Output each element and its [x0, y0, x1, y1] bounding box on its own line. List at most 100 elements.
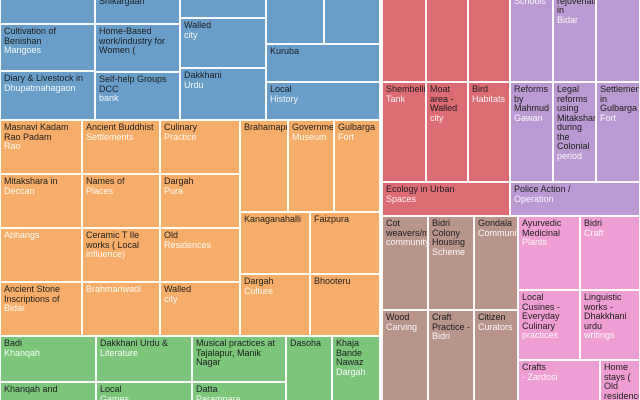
tile-sublabel: Bidar	[4, 303, 26, 313]
treemap-tile: Dargah Pura	[160, 174, 240, 228]
tile-label: Dakkhani	[184, 70, 222, 80]
treemap-tile: Ancient Stone Inscriptions of Bidar	[0, 282, 82, 336]
treemap-tile: Ceramic T Ile works ( Local influence)	[82, 228, 160, 282]
tile-label: Kanaganahalli	[244, 214, 302, 224]
tile-label: Dargah	[244, 276, 274, 286]
treemap-tile: Bhooteru	[310, 274, 380, 336]
treemap-tile	[382, 0, 426, 82]
tile-label: Home stays ( Old residences	[604, 362, 639, 400]
tile-sublabel: city	[164, 293, 178, 304]
tile-label: Datta	[196, 384, 218, 394]
treemap-tile: Shembelli Tank	[382, 82, 426, 182]
treemap-tile: Mitakshara in Deccan	[0, 174, 82, 228]
treemap-tile: Old Residences	[160, 228, 240, 282]
treemap-tile: Self-help Groups DCC bank	[95, 72, 180, 120]
treemap-tile: Khanqah and	[0, 382, 96, 400]
tile-sublabel: Gawan	[514, 112, 543, 123]
treemap-tile: Schemes	[596, 0, 640, 82]
tile-label: Ancient Stone Inscriptions of	[4, 284, 61, 304]
tile-label: lake rejuvenation in	[557, 0, 595, 15]
tile-label: Masnavi Kadam Rao Padam	[4, 122, 69, 142]
tile-sublabel: Deccan	[4, 185, 35, 196]
tile-label: Local Cusines - Everyday Culinary	[522, 292, 561, 331]
treemap-tile: Datta Parampara	[192, 382, 286, 400]
treemap-tile: Kuruba	[266, 44, 380, 82]
tile-sublabel: Dhupatmahagaon	[4, 82, 76, 93]
tile-label: Moat area - Walled	[430, 84, 458, 113]
tile-label: Dakkhani Urdu &	[100, 338, 169, 348]
treemap-tile: Wood Carving	[382, 310, 428, 400]
tile-sublabel: Scheme	[432, 246, 466, 257]
treemap-tile: Khaja Bande Nawaz Dargah	[332, 336, 380, 400]
tile-label: Culinary	[164, 122, 198, 132]
tile-sublabel: Curators	[478, 321, 513, 332]
treemap-tile: Local Games	[96, 382, 192, 400]
tile-sublabel: Khanqah	[4, 347, 41, 358]
treemap-tile: pickers)	[180, 0, 266, 18]
tile-label: Bird	[472, 84, 489, 94]
treemap-tile: Cultivation of Benishan Mangoes	[0, 24, 95, 71]
tile-sublabel: city	[184, 29, 198, 40]
tile-label: Faizpura	[314, 214, 350, 224]
tile-label: Musical practices at Tajalapur, Manik Na…	[196, 338, 276, 367]
tile-label: Reforms by Mahmud	[514, 84, 550, 113]
treemap-tile: known as Shikargaah	[95, 0, 180, 24]
treemap-tile: Bidri Craft	[580, 216, 640, 290]
treemap-tile: GovernmentMuseum	[288, 120, 334, 212]
treemap-tile: for GovtSchools	[510, 0, 553, 82]
tile-sublabel: Plants	[522, 237, 548, 247]
treemap-tile	[468, 0, 510, 82]
tile-label: Dargah	[164, 176, 194, 186]
tile-label: Dasoha	[290, 338, 322, 348]
tile-sublabel: Community	[478, 227, 517, 238]
treemap-tile: Culinary Practice	[160, 120, 240, 174]
treemap-tile: Musical practices at Tajalapur, Manik Na…	[192, 336, 286, 382]
treemap-tile: Craft Practice - Bidri	[428, 310, 474, 400]
tile-label: Self-help Groups DCC	[99, 74, 167, 94]
treemap-tile: Dargah Culture	[240, 274, 310, 336]
tile-label: Ayurvedic Medicinal	[522, 218, 562, 238]
tile-sublabel: bank	[99, 93, 119, 103]
tile-sublabel: Brahmanwadi	[86, 284, 142, 294]
tile-sublabel: Bidri	[432, 331, 451, 341]
treemap-tile: Dasoha	[286, 336, 332, 400]
treemap-tile: Names of Places	[82, 174, 160, 228]
tile-sublabel: Dargah	[336, 366, 366, 377]
treemap-tile: Diary & Livestock in Dhupatmahagaon	[0, 71, 95, 120]
tile-label: Shembelli	[386, 84, 426, 94]
tile-sublabel: Operation	[514, 193, 554, 204]
tile-label: Khaja Bande Nawaz	[336, 338, 364, 367]
treemap-tile: Walled city	[180, 18, 266, 68]
tile-sublabel: Settlements	[86, 131, 134, 142]
tile-sublabel: History	[270, 93, 299, 104]
treemap-tile: Dakkhani Urdu & Literature	[96, 336, 192, 382]
tile-label: Wood	[386, 312, 410, 322]
treemap-tile: Cot weavers/matcommunity	[382, 216, 428, 310]
treemap-tile: Brahmanwadi	[82, 282, 160, 336]
tile-sublabel: community	[386, 237, 428, 247]
tile-sublabel: writings	[584, 330, 615, 340]
treemap-tile: rice	[0, 0, 95, 24]
treemap-tile: Bird Habitats	[468, 82, 510, 182]
tile-sublabel: Urdu	[184, 79, 204, 90]
treemap-tile: Ayurvedic Medicinal Plants	[518, 216, 580, 290]
tile-label: Bidri	[584, 218, 603, 228]
tile-label: Craft Practice -	[432, 312, 471, 332]
tile-label: Police Action /	[514, 184, 571, 194]
tile-label: Settlement in Gulbarga	[600, 84, 640, 113]
tile-sublabel: Schools	[514, 0, 547, 6]
tile-label: known as Shikargaah	[99, 0, 145, 6]
tile-label: Gulbarga	[338, 122, 376, 132]
tile-sublabel: Abhangs	[4, 230, 40, 240]
tile-sublabel: Rao	[4, 141, 21, 151]
tile-label: Kuruba	[270, 46, 300, 56]
tile-sublabel: Museum	[292, 131, 327, 142]
treemap-tile: Faizpura	[310, 212, 380, 274]
treemap-tile: Gulbarga Fort	[334, 120, 380, 212]
tile-label: Mitakshara in	[4, 176, 58, 186]
tile-label: Old	[164, 230, 179, 240]
treemap-tile: Dakkhani Urdu	[180, 68, 266, 120]
tile-sublabel: practices	[522, 330, 559, 340]
tile-label: Ancient Buddhist	[86, 122, 154, 132]
tile-label: Home-Based work/industry for Women (	[99, 26, 166, 55]
